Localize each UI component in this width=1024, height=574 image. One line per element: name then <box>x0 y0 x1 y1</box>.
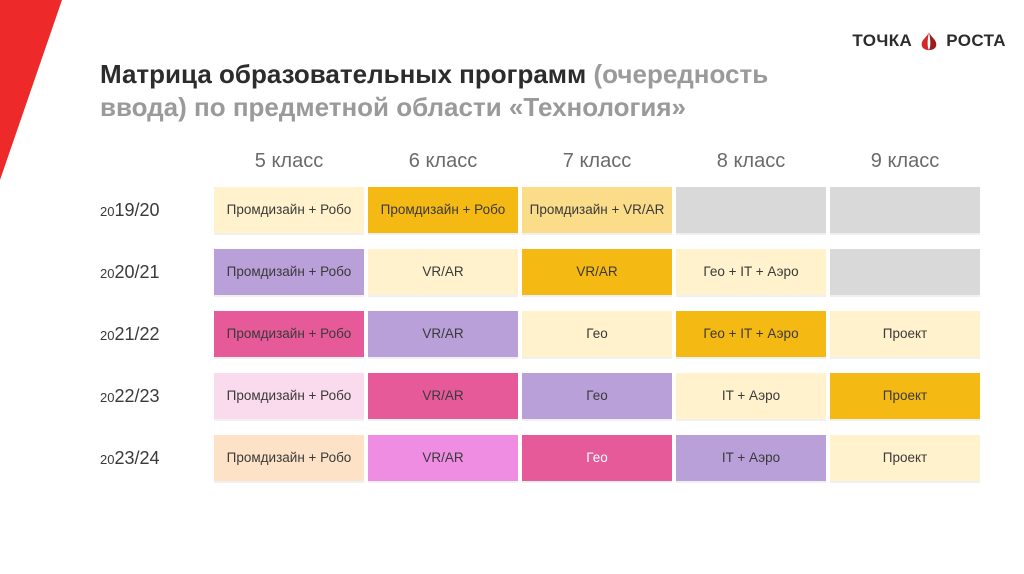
matrix-cell: IT + Аэро <box>676 435 826 481</box>
row-year-range: 19/20 <box>114 200 159 220</box>
program-matrix: 5 класс 6 класс 7 класс 8 класс 9 класс … <box>100 150 980 497</box>
column-headers: 5 класс 6 класс 7 класс 8 класс 9 класс <box>100 150 980 173</box>
matrix-cell <box>830 249 980 295</box>
row-year-range: 22/23 <box>114 386 159 406</box>
col-header: 5 класс <box>214 150 364 173</box>
matrix-cell: Гео + IT + Аэро <box>676 311 826 357</box>
row-year-label: 2023/24 <box>100 448 210 469</box>
matrix-row: 2020/21Промдизайн + РобоVR/ARVR/ARГео + … <box>100 249 980 295</box>
matrix-cell: VR/AR <box>522 249 672 295</box>
col-header: 9 класс <box>830 150 980 173</box>
matrix-cell: Промдизайн + Робо <box>214 249 364 295</box>
matrix-row: 2023/24Промдизайн + РобоVR/ARГеоIT + Аэр… <box>100 435 980 481</box>
matrix-cell: VR/AR <box>368 435 518 481</box>
col-header: 8 класс <box>676 150 826 173</box>
matrix-cell: Гео <box>522 435 672 481</box>
matrix-cell: VR/AR <box>368 311 518 357</box>
row-year-prefix: 20 <box>100 266 114 281</box>
row-year-label: 2022/23 <box>100 386 210 407</box>
accent-triangle <box>0 0 62 180</box>
matrix-cell: Проект <box>830 311 980 357</box>
matrix-row: 2021/22Промдизайн + РобоVR/ARГеоГео + IT… <box>100 311 980 357</box>
row-year-range: 21/22 <box>114 324 159 344</box>
matrix-cell: Промдизайн + Робо <box>214 373 364 419</box>
matrix-cell <box>676 187 826 233</box>
col-header: 6 класс <box>368 150 518 173</box>
matrix-cell: Промдизайн + VR/AR <box>522 187 672 233</box>
matrix-cell: Гео <box>522 311 672 357</box>
matrix-cell: IT + Аэро <box>676 373 826 419</box>
row-year-label: 2020/21 <box>100 262 210 283</box>
logo-word-2: РОСТА <box>946 31 1006 51</box>
matrix-row: 2019/20Промдизайн + РобоПромдизайн + Роб… <box>100 187 980 233</box>
row-year-range: 23/24 <box>114 448 159 468</box>
matrix-cell: Гео + IT + Аэро <box>676 249 826 295</box>
matrix-cell: Гео <box>522 373 672 419</box>
col-header: 7 класс <box>522 150 672 173</box>
matrix-cell: Промдизайн + Робо <box>214 311 364 357</box>
row-year-label: 2021/22 <box>100 324 210 345</box>
page-title: Матрица образовательных программ (очеред… <box>100 58 854 123</box>
matrix-cell: VR/AR <box>368 249 518 295</box>
matrix-cell: Проект <box>830 435 980 481</box>
row-year-prefix: 20 <box>100 204 114 219</box>
row-year-prefix: 20 <box>100 328 114 343</box>
logo-leaf-icon <box>918 30 940 52</box>
logo: ТОЧКА РОСТА <box>852 30 1006 52</box>
row-year-prefix: 20 <box>100 390 114 405</box>
matrix-row: 2022/23Промдизайн + РобоVR/ARГеоIT + Аэр… <box>100 373 980 419</box>
matrix-cell: Промдизайн + Робо <box>368 187 518 233</box>
matrix-cell <box>830 187 980 233</box>
title-main: Матрица образовательных программ <box>100 59 586 89</box>
logo-word-1: ТОЧКА <box>852 31 912 51</box>
row-year-label: 2019/20 <box>100 200 210 221</box>
matrix-cell: Проект <box>830 373 980 419</box>
row-year-prefix: 20 <box>100 452 114 467</box>
matrix-cell: Промдизайн + Робо <box>214 187 364 233</box>
matrix-cell: VR/AR <box>368 373 518 419</box>
matrix-cell: Промдизайн + Робо <box>214 435 364 481</box>
row-year-range: 20/21 <box>114 262 159 282</box>
